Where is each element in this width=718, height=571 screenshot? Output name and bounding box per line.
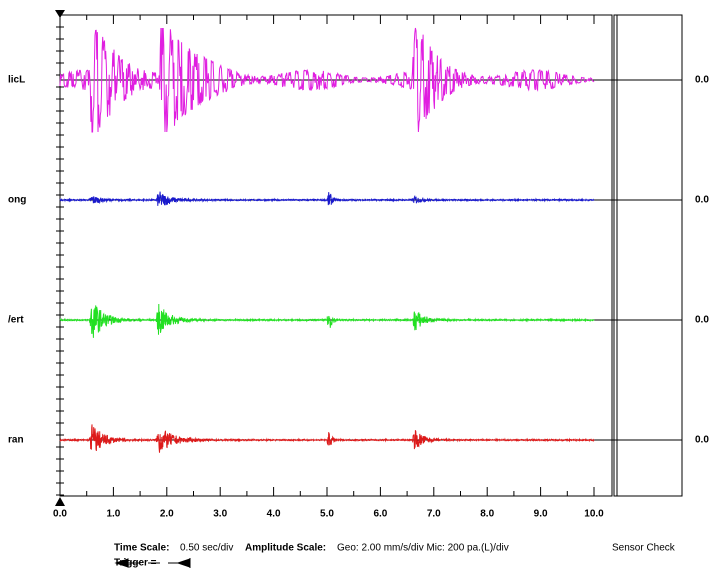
sensor-panel [613,14,683,497]
x-tick-label: 10.0 [584,509,604,520]
trigger-symbol [114,558,191,568]
x-tick-label: 5.0 [320,509,334,520]
channel-value: 0.0 [695,75,709,86]
channel-label: licL [8,75,25,86]
x-tick-label: 2.0 [160,509,174,520]
amplitude-scale-value: Geo: 2.00 mm/s/div Mic: 200 pa.(L)/div [337,543,509,554]
sensor-check[interactable]: Sensor Check [612,543,676,554]
amplitude-scale-label: Amplitude Scale: [245,543,326,554]
x-tick-label: 7.0 [427,509,441,520]
time-scale-value: 0.50 sec/div [180,543,233,554]
time-scale-label: Time Scale: [114,543,169,554]
channel-value: 0.0 [695,195,709,206]
waveform [59,303,595,338]
channel-label: ran [8,435,24,446]
x-tick-label: 9.0 [534,509,548,520]
bottom-marker [55,497,65,506]
waveform [59,191,595,206]
x-tick-label: 8.0 [480,509,494,520]
top-marker [55,10,65,18]
x-tick-label: 3.0 [213,509,227,520]
waveform [59,424,595,453]
x-tick-label: 4.0 [267,509,281,520]
channel-value: 0.0 [695,435,709,446]
waveform [59,27,595,133]
x-tick-label: 6.0 [373,509,387,520]
channel-label: ong [8,195,26,206]
channel-value: 0.0 [695,315,709,326]
x-tick-label: 0.0 [53,509,67,520]
x-tick-label: 1.0 [106,509,120,520]
channel-label: /ert [8,315,24,326]
